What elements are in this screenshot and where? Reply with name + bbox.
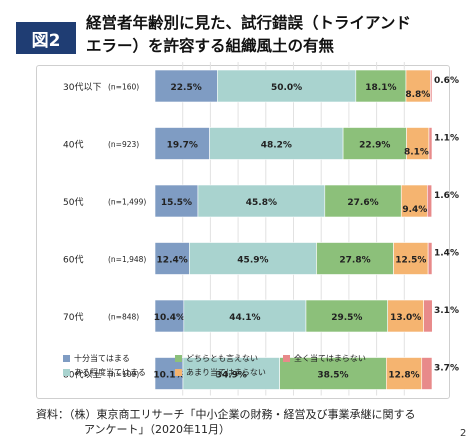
page-number: 2 [460,428,467,439]
chart-title: 経営者年齢別に見た、試行錯誤（トライアンド エラー）を許容する組織風土の有無 [86,12,456,58]
data-label: 34.9% [216,371,247,381]
category-label: 80代以上 [63,370,101,381]
legend-swatch [175,369,182,376]
data-label: 22.9% [359,141,390,151]
data-label: 48.2% [261,141,292,151]
bar-segment [305,299,388,333]
data-label: 19.7% [167,141,198,151]
bar-segment [426,184,433,218]
bar-segment [423,299,433,333]
data-label: 1.6% [434,191,459,201]
data-label: 0.6% [434,76,459,86]
sample-size-label: (n=923) [108,140,139,149]
bar-segment [182,357,280,390]
category-label: 50代 [63,197,83,208]
legend-swatch [63,355,70,362]
bar-segment [427,242,433,275]
title-line-2: エラー）を許容する組織風土の有無 [86,37,335,55]
bar-segment [393,242,429,275]
legend-swatch [63,369,70,376]
data-label: 18.1% [365,83,396,93]
data-label: 15.5% [161,198,192,208]
legend-label: どちらとも言えない [186,353,258,363]
bar-segment [428,127,433,160]
sample-size-label: (n=160) [108,83,139,92]
data-label: 9.4% [402,205,427,215]
data-label: 3.1% [434,306,459,316]
legend-label: 全く当てはまらない [294,353,366,363]
data-label: 45.8% [246,198,277,208]
data-label: 44.1% [229,313,260,323]
data-label: 45.9% [237,256,268,266]
data-label: 8.8% [405,90,430,100]
bar-segment [183,299,307,333]
legend-label: ある程度当てはまる [74,367,146,377]
data-label: 8.1% [404,148,429,158]
data-label: 10.1% [153,371,184,381]
chart-frame [36,65,450,399]
data-label: 3.7% [434,364,459,374]
sample-size-label: (n=1,499) [108,198,146,207]
data-label: 12.5% [395,256,426,266]
data-label: 1.4% [434,249,459,259]
data-label: 22.5% [171,83,202,93]
bar-segment [154,184,199,218]
bar-segment [154,127,210,160]
stacked-bar-chart: 30代以下 (n=160) 22.5% 50.0% 18.1% 8.8% 0.6% 40代 (n… [63,62,459,396]
bar-segment [279,357,387,390]
data-label: 13.0% [390,313,421,323]
data-label: 27.6% [347,198,378,208]
bar-segment [154,299,185,333]
category-label: 60代 [63,255,83,266]
data-label: 38.5% [317,371,348,381]
data-label: 27.8% [339,256,370,266]
bar-segment [342,127,407,160]
sample-size-label: (n=109) [108,370,139,379]
source-line-2: アンケート」（2020年11月） [84,423,231,436]
figure-badge: 図2 [16,22,76,54]
bar-segment [385,357,423,390]
data-label: 50.0% [271,83,302,93]
data-label: 12.4% [157,256,188,266]
legend-label: 十分当てはまる [74,353,130,363]
source-note: 資料：（株）東京商工リサーチ「中小企業の財務・経営及び事業承継に関する アンケー… [36,407,416,437]
legend-label: あまり当てはまらない [186,367,266,377]
legend-swatch [175,355,182,362]
bar-segment [197,184,326,218]
data-label: 1.1% [434,134,459,144]
sample-size-label: (n=848) [108,313,139,322]
data-label: 10.4% [154,313,185,323]
title-line-1: 経営者年齢別に見た、試行錯誤（トライアンド [86,14,411,32]
legend-swatch [283,355,290,362]
data-label: 29.5% [331,313,362,323]
category-label: 30代以下 [63,82,101,93]
bar-segment [217,69,357,103]
category-label: 70代 [63,312,83,323]
bar-segment [421,357,433,390]
bar-segment [316,242,394,275]
bar-segment [430,69,433,103]
category-label: 40代 [63,140,83,151]
sample-size-label: (n=1,948) [108,255,146,264]
data-label: 12.8% [388,371,419,381]
bar-segment [209,127,344,160]
bar-segment [324,184,402,218]
source-line-1: 資料：（株）東京商工リサーチ「中小企業の財務・経営及び事業承継に関する [36,408,416,421]
